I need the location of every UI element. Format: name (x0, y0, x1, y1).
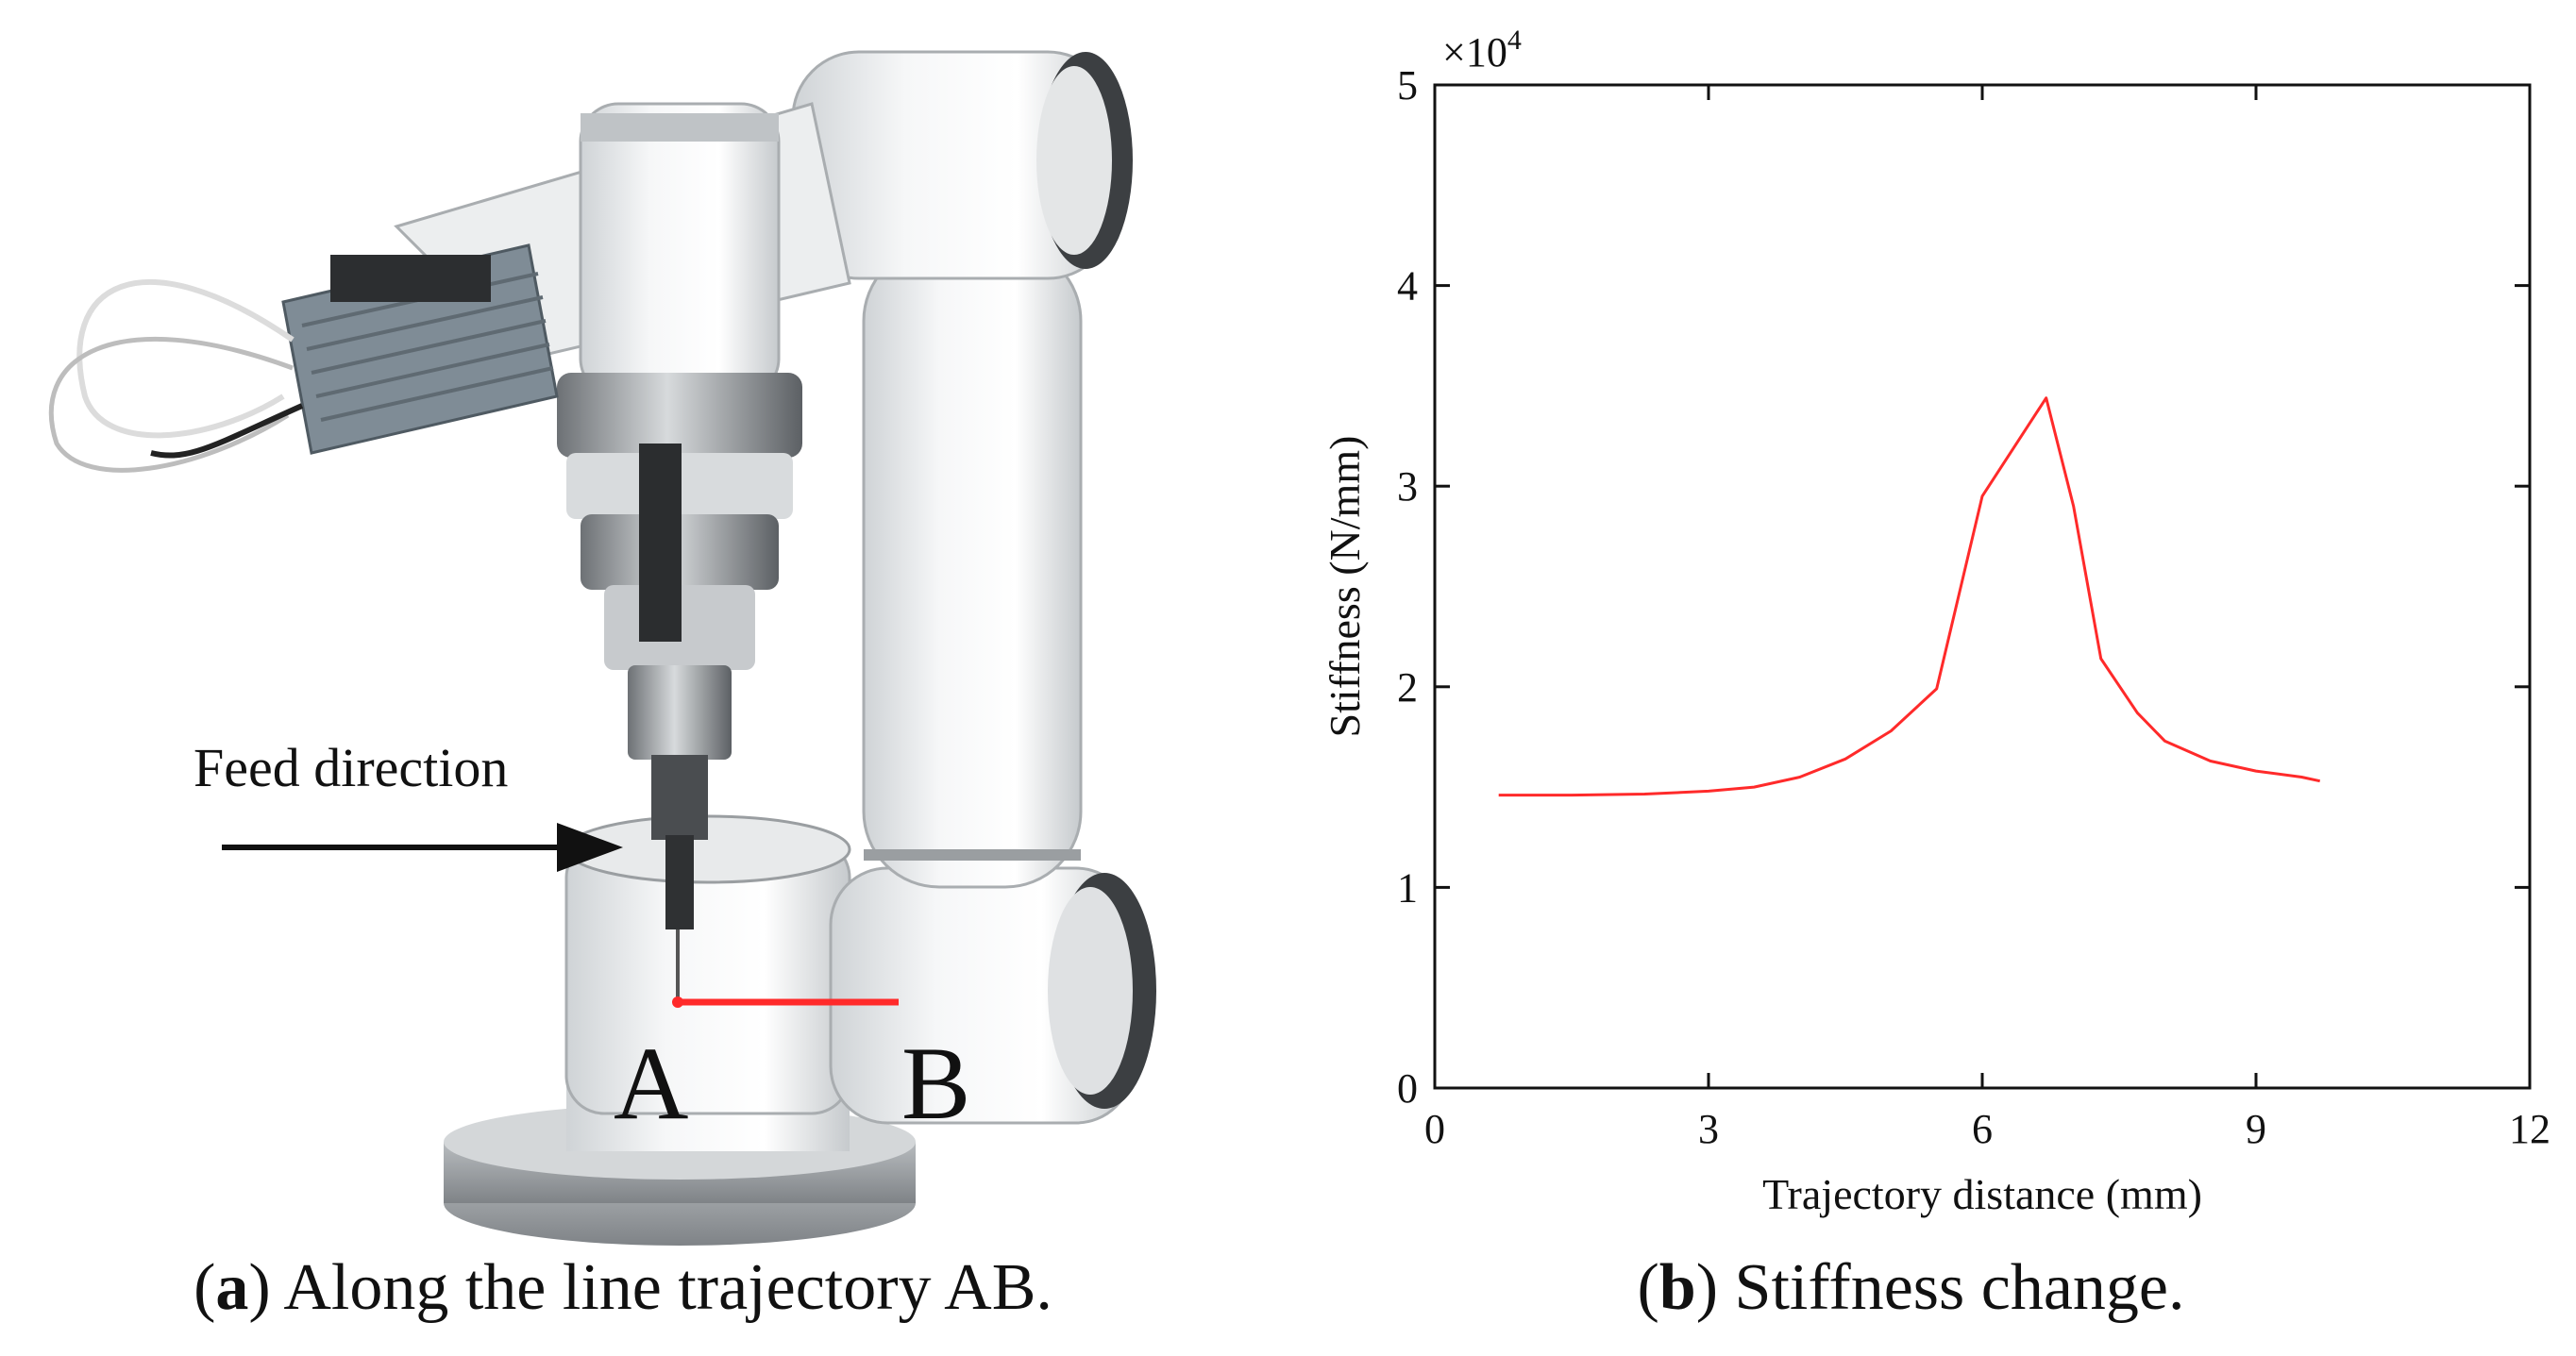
caption-a-text: Along the line trajectory AB. (283, 1251, 1052, 1324)
x-tick-label: 0 (1424, 1106, 1445, 1152)
y-multiplier-label: ×104 (1442, 25, 1522, 75)
y-axis-title: Stiffness (N/mm) (1321, 436, 1369, 738)
caption-a: (a) Along the line trajectory AB. (194, 1251, 1052, 1324)
y-tick-label: 0 (1397, 1065, 1418, 1112)
y-tick-label: 5 (1397, 62, 1418, 109)
y-tick-label: 2 (1397, 664, 1418, 711)
x-tick-label: 12 (2509, 1106, 2551, 1152)
spindle-controller-box (48, 243, 559, 473)
photo-panel: Feed direction A B (0, 0, 1246, 1356)
caption-a-letter: a (215, 1251, 249, 1324)
robot-wrist (557, 102, 802, 519)
y-tick-label: 1 (1397, 864, 1418, 911)
x-tick-label: 9 (2246, 1106, 2266, 1152)
robot-lower-joint (564, 814, 851, 1115)
robot-base (444, 1085, 916, 1246)
plot-frame (1433, 83, 2532, 1090)
spindle (581, 444, 779, 1005)
x-tick-label: 3 (1698, 1106, 1719, 1152)
robot-shoulder-joint (829, 866, 1156, 1125)
robot-elbow-joint (791, 50, 1133, 280)
y-tick-label: 4 (1397, 263, 1418, 310)
robot-arm-illustration (48, 50, 1156, 1246)
feed-direction-arrow (222, 823, 623, 872)
y-tick-label: 3 (1397, 463, 1418, 510)
point-a-label: A (614, 1026, 689, 1141)
caption-b: (b) Stiffness change. (1637, 1251, 2185, 1324)
feed-direction-label: Feed direction (194, 737, 509, 798)
y-multiplier-exponent: 4 (1507, 25, 1522, 56)
trajectory-ab-line (672, 996, 899, 1008)
x-axis-title: Trajectory distance (mm) (1762, 1170, 2202, 1218)
caption-b-text: Stiffness change. (1734, 1251, 2185, 1324)
stiffness-series-line (1498, 396, 2321, 797)
point-b-label: B (901, 1026, 971, 1141)
x-tick-label: 6 (1972, 1106, 1993, 1152)
caption-b-letter: b (1658, 1251, 1696, 1324)
